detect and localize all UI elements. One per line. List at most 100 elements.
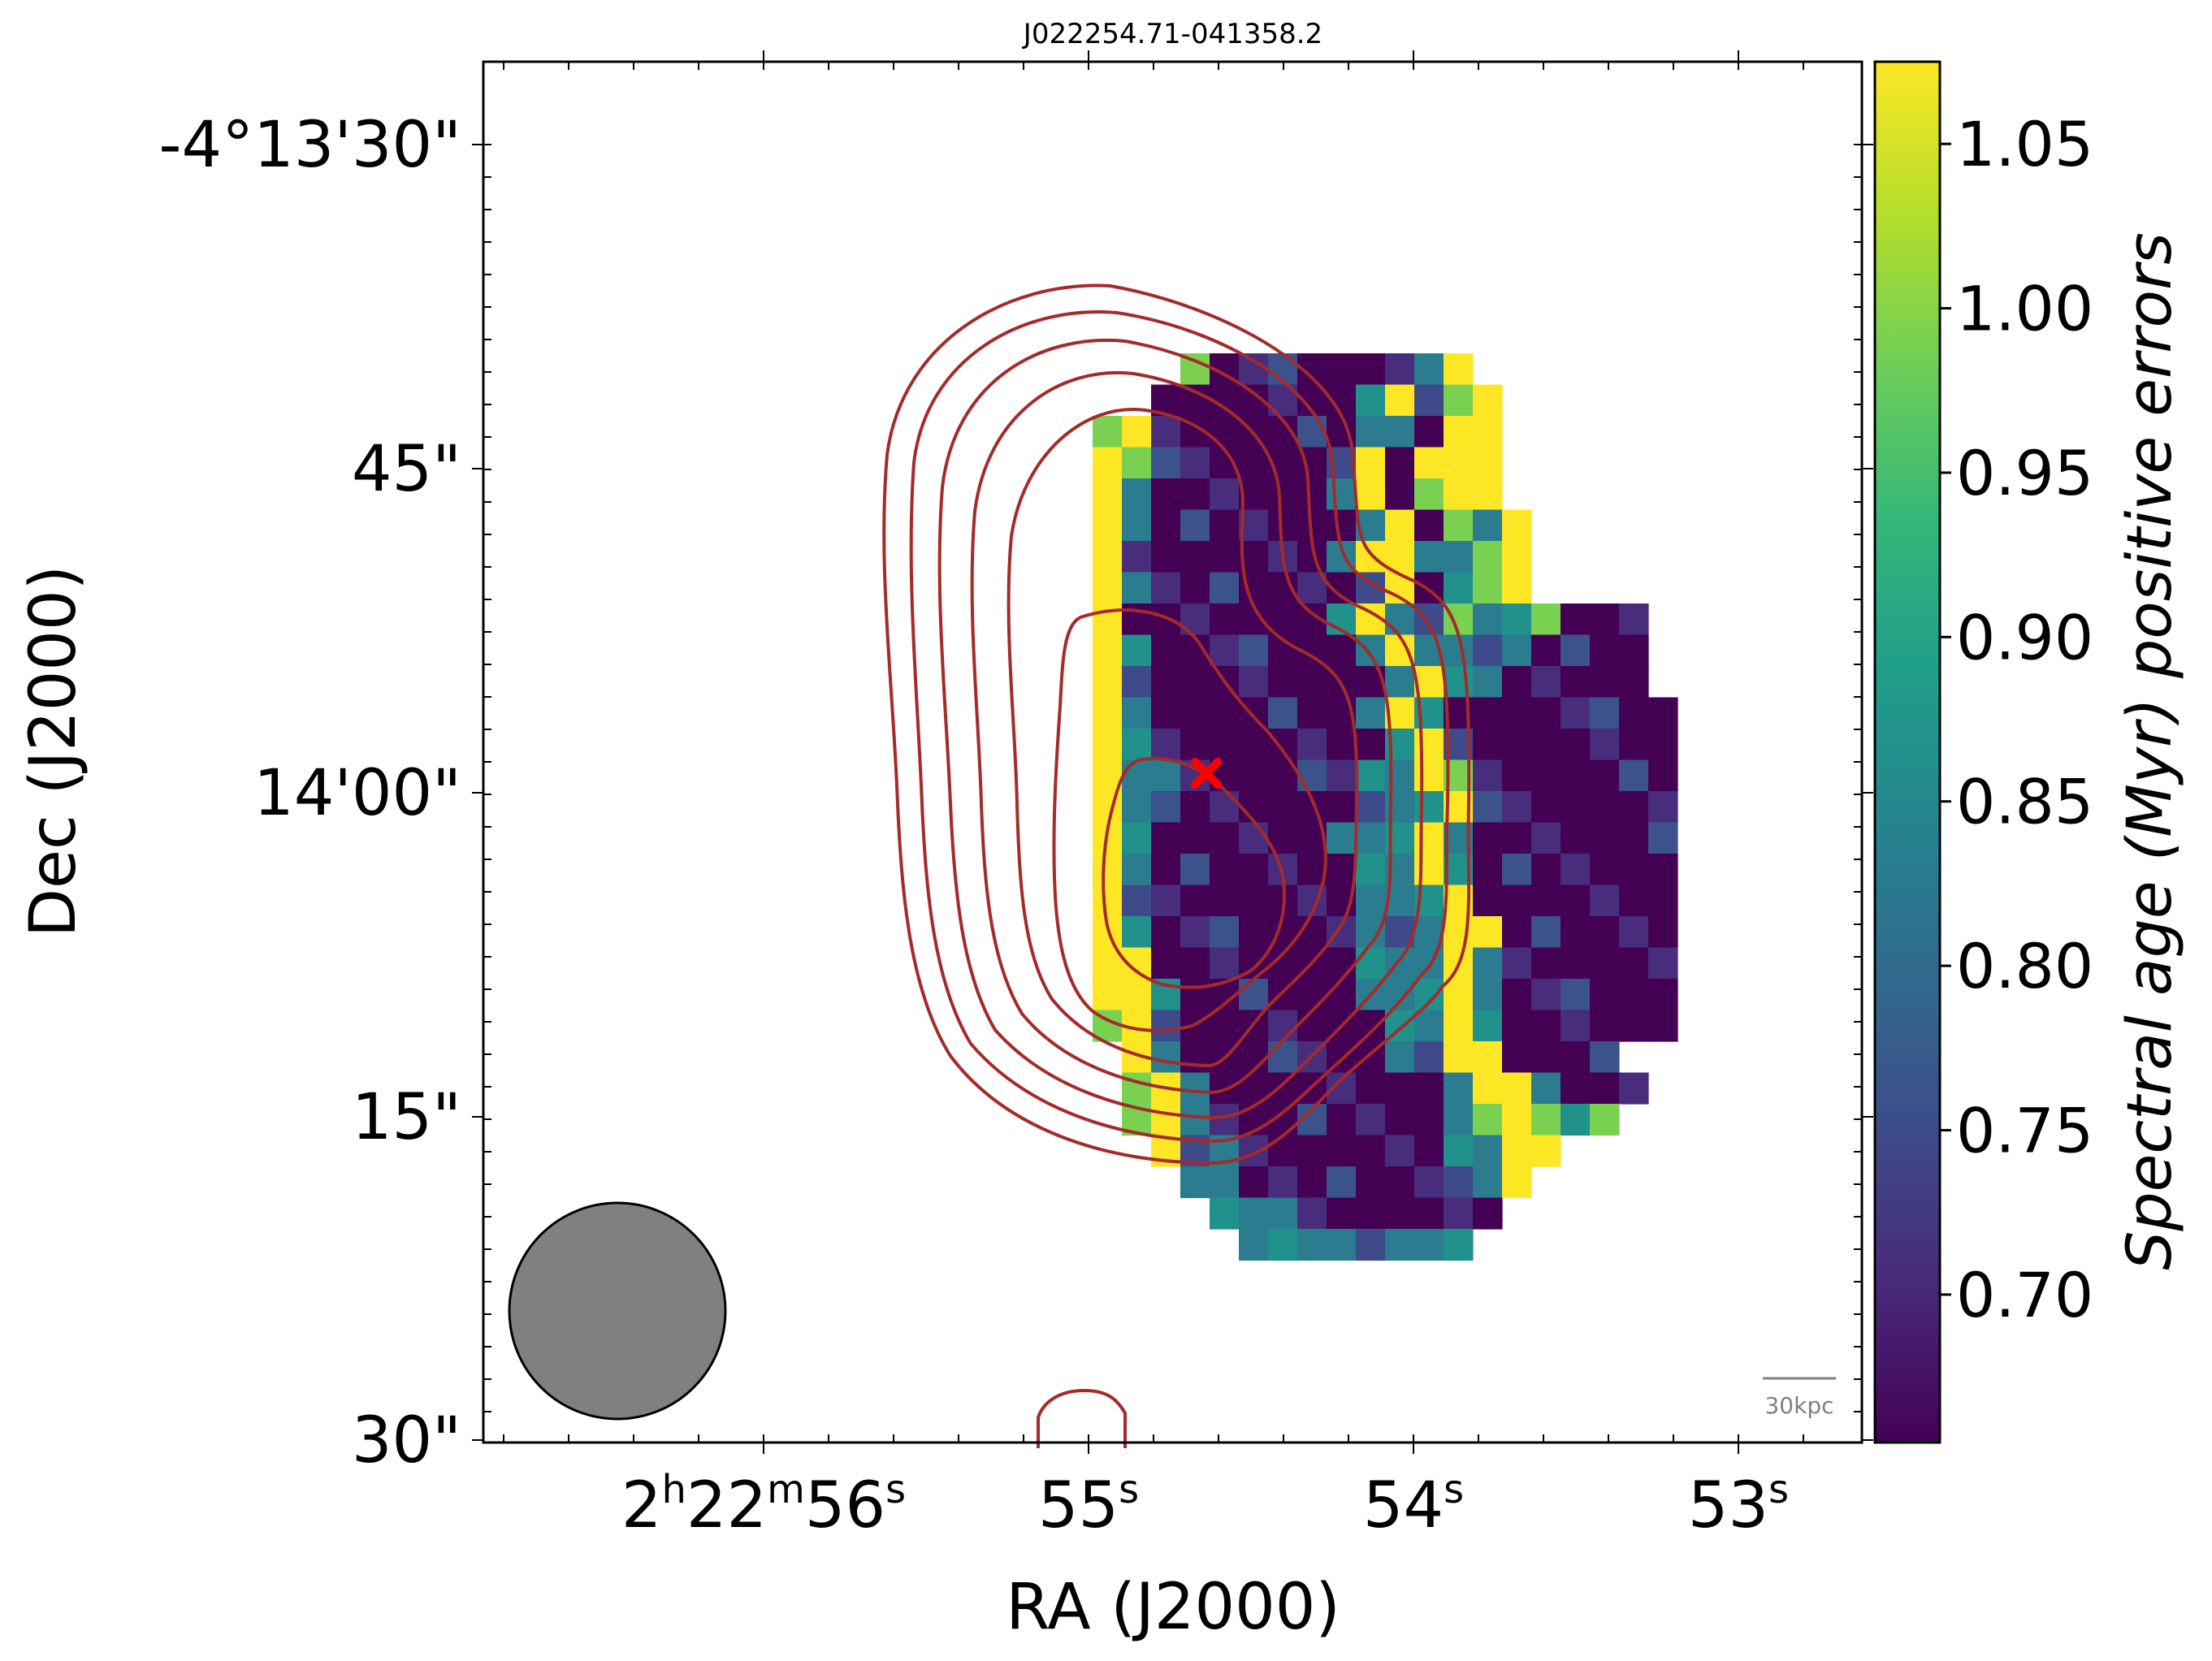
colorbar-tick-label: 0.80 <box>1956 930 2093 1002</box>
heatmap-cell <box>1414 1229 1444 1261</box>
heatmap-cell <box>1561 1010 1591 1042</box>
heatmap-cell <box>1619 666 1649 699</box>
heatmap-cell <box>1122 666 1152 699</box>
heatmap-cell <box>1327 729 1357 761</box>
heatmap-cell <box>1502 1135 1532 1167</box>
heatmap-cell <box>1356 1197 1386 1230</box>
heatmap-cell <box>1473 478 1503 511</box>
contour-line <box>1052 608 1327 1032</box>
heatmap-cell <box>1414 353 1444 386</box>
heatmap-cell <box>1327 478 1357 511</box>
heatmap-cell <box>1239 353 1269 386</box>
heatmap-cell <box>1180 1104 1210 1136</box>
heatmap-cell <box>1414 384 1444 417</box>
heatmap-cell <box>1385 353 1415 386</box>
x-tick-h-unit: h <box>661 1467 686 1512</box>
heatmap-cell <box>1473 1197 1503 1230</box>
heatmap-cell <box>1151 478 1181 511</box>
heatmap-cell <box>1122 697 1152 729</box>
heatmap-cell <box>1122 979 1152 1011</box>
heatmap-cell <box>1385 478 1415 511</box>
heatmap-cell <box>1444 1104 1474 1136</box>
heatmap-cell <box>1151 791 1181 824</box>
heatmap-cell <box>1444 416 1474 448</box>
heatmap-cell <box>1561 1104 1591 1136</box>
heatmap-cell <box>1180 509 1210 542</box>
heatmap-cell <box>1502 572 1532 604</box>
y-tick-label: 30" <box>352 1404 461 1477</box>
heatmap-cell <box>1619 854 1649 886</box>
heatmap-cell <box>1473 759 1503 792</box>
x-tick-label: 54s <box>1363 1467 1464 1542</box>
heatmap-cell <box>1356 1135 1386 1167</box>
heatmap-cell <box>1268 1072 1298 1105</box>
heatmap-cell <box>1356 1229 1386 1261</box>
heatmap-cell <box>1327 854 1357 886</box>
heatmap-cell <box>1180 1166 1210 1199</box>
x-tick-m-unit: m <box>767 1467 805 1512</box>
heatmap-cell <box>1619 603 1649 636</box>
heatmap-cell <box>1327 1166 1357 1199</box>
heatmap-cell <box>1444 1166 1474 1199</box>
heatmap-cell <box>1502 1072 1532 1105</box>
heatmap-cell <box>1210 916 1240 949</box>
heatmap-cell <box>1502 759 1532 792</box>
heatmap-cell <box>1151 572 1181 604</box>
heatmap-cell <box>1210 1010 1240 1042</box>
contours <box>882 283 1471 1448</box>
heatmap-cell <box>1297 416 1327 448</box>
heatmap-cell <box>1210 416 1240 448</box>
heatmap-cell <box>1093 666 1123 699</box>
heatmap-cell <box>1531 854 1561 886</box>
heatmap-cell <box>1561 791 1591 824</box>
heatmap-cell <box>1590 916 1620 949</box>
heatmap-cell <box>1531 759 1561 792</box>
heatmap-cell <box>1502 666 1532 699</box>
heatmap-cell <box>1502 947 1532 980</box>
y-tick-label: -4°13'30" <box>158 109 461 182</box>
heatmap-cell <box>1531 1072 1561 1105</box>
heatmap-cell <box>1414 416 1444 448</box>
heatmap-cell <box>1356 1010 1386 1042</box>
heatmap-cell <box>1619 1072 1649 1105</box>
heatmap-cell <box>1151 916 1181 949</box>
heatmap-cell <box>1473 634 1503 667</box>
heatmap-cell <box>1502 854 1532 886</box>
heatmap-cell <box>1414 822 1444 854</box>
colorbar-tick-label: 1.05 <box>1956 108 2093 180</box>
heatmap-cell <box>1122 854 1152 886</box>
heatmap-cell <box>1590 759 1620 792</box>
heatmap-cell <box>1531 947 1561 980</box>
colorbar: 0.70 0.75 0.80 0.85 0.90 0.95 1.00 1.05 Spectra… <box>1873 60 2185 1444</box>
heatmap-cell <box>1648 697 1678 729</box>
heatmap-cell <box>1297 1197 1327 1230</box>
heatmap-cell <box>1385 416 1415 448</box>
heatmap-cell <box>1414 1041 1444 1074</box>
heatmap-cell <box>1502 1166 1532 1199</box>
colorbar-gradient <box>1873 60 1941 1444</box>
heatmap-cell <box>1239 759 1269 792</box>
heatmap-cell <box>1151 634 1181 667</box>
heatmap-cell <box>1151 729 1181 761</box>
heatmap-cell <box>1356 666 1386 699</box>
heatmap-cell <box>1297 979 1327 1011</box>
heatmap-cell <box>1414 1010 1444 1042</box>
heatmap-cell <box>1327 509 1357 542</box>
heatmap-cell <box>1180 603 1210 636</box>
heatmap-cell <box>1502 1041 1532 1074</box>
heatmap-cell <box>1239 854 1269 886</box>
heatmap-cell <box>1180 916 1210 949</box>
heatmap-cell <box>1414 509 1444 542</box>
heatmap-cell <box>1093 634 1123 667</box>
heatmap-cell <box>1444 1041 1474 1074</box>
heatmap-cell <box>1210 854 1240 886</box>
heatmap-cell <box>1180 791 1210 824</box>
heatmap-cell <box>1356 384 1386 417</box>
heatmap-cell <box>1531 603 1561 636</box>
heatmap-cell <box>1444 447 1474 479</box>
heatmap-cell <box>1122 729 1152 761</box>
heatmap-cell <box>1210 885 1240 917</box>
heatmap-cell <box>1648 729 1678 761</box>
heatmap-cell <box>1239 666 1269 699</box>
